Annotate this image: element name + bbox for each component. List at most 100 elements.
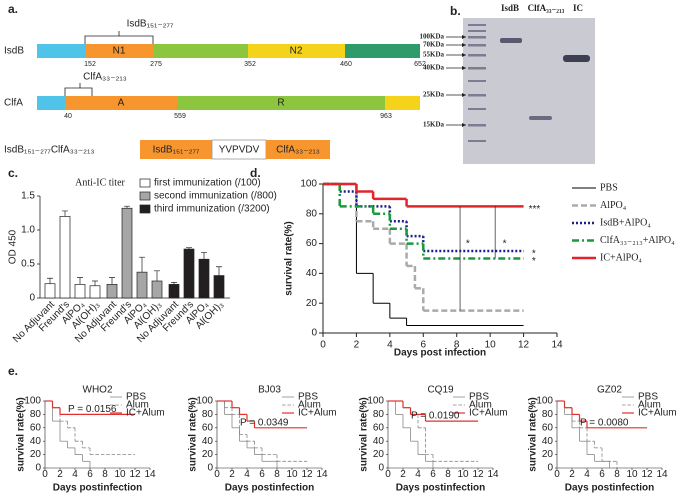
gel-background: [463, 18, 595, 164]
x-tick-label: 10: [626, 469, 638, 480]
x-tick-label: 10: [286, 469, 298, 480]
chart-title: GZ02: [597, 385, 622, 396]
bar: [198, 258, 210, 299]
y-tick-label: 1.0: [21, 225, 35, 236]
x-tick-label: 14: [316, 469, 328, 480]
legend-swatch: [139, 191, 151, 201]
ladder-band: [468, 54, 486, 57]
x-tick-label: 12: [641, 469, 653, 480]
marker-label: 40KDa: [423, 64, 445, 72]
error-bar: [77, 277, 83, 285]
legend-label: AlPO₄: [600, 200, 627, 211]
gel: IsdB ClfA₃₃₋₂₁₃ IC 100KDa 70KDa 55KDa 40…: [420, 3, 595, 164]
y-tick-label: 60: [202, 422, 214, 433]
y-tick-label: 20: [542, 449, 554, 460]
x-axis-label: Days postinfection: [53, 483, 142, 494]
lane-label: IsdB: [501, 3, 519, 13]
x-tick-label: 8: [614, 469, 620, 480]
error-bar: [124, 205, 130, 209]
y-tick-label: 60: [30, 422, 42, 433]
panel-label: b.: [450, 4, 461, 18]
x-axis-label: Days postinfection: [565, 483, 654, 494]
chart-title: WHO2: [83, 385, 113, 396]
bar: [121, 207, 133, 299]
chart-title: BJ03: [258, 385, 281, 396]
segment: [153, 44, 248, 58]
legend-label: PBS: [638, 392, 658, 403]
x-tick-label: 12: [301, 469, 313, 480]
ladder-band: [468, 80, 486, 82]
ladder-band: [468, 30, 486, 32]
y-axis-label: survival rate(%): [359, 397, 370, 471]
position: 352: [244, 61, 256, 68]
legend-label: Alum: [469, 400, 492, 411]
bar: [151, 280, 163, 299]
y-tick-label: 0: [35, 463, 41, 474]
y-tick-label: 0.5: [21, 259, 35, 270]
error-bar: [109, 277, 115, 285]
x-tick-label: 8: [445, 469, 451, 480]
marker-label: 55KDa: [423, 51, 445, 59]
p-value: P = 0.0080: [580, 417, 629, 428]
legend-label: IC+Alum: [298, 408, 337, 419]
legend-label: PBS: [600, 182, 618, 193]
x-tick-label: 2: [569, 469, 575, 480]
y-tick-label: 40: [202, 436, 214, 447]
error-bar: [201, 252, 207, 260]
error-bar: [171, 282, 177, 285]
x-tick-label: 14: [487, 469, 499, 480]
fragment-label: IsdB₁₅₁₋₂₇₇: [127, 19, 174, 30]
y-tick-label: 20: [306, 298, 318, 309]
protein-clfa: ClfA A R 40 559 963 ClfA₃₃₋₂₁₃: [4, 72, 420, 120]
p-value: P = 0.0349: [240, 417, 289, 428]
fusion-part: [140, 140, 212, 159]
x-tick-label: 6: [87, 469, 93, 480]
y-tick-label: 40: [373, 436, 385, 447]
y-tick-label: 100: [367, 396, 384, 407]
position: 460: [340, 61, 352, 68]
position: 275: [150, 61, 162, 68]
marker-label: 70KDa: [423, 41, 445, 49]
panel-label: a.: [8, 2, 18, 16]
y-axis-label: survival rate(%): [528, 397, 539, 471]
x-axis-label: Days postinfection: [396, 483, 485, 494]
band: [500, 38, 522, 43]
segment: [37, 96, 65, 110]
x-tick-label: 6: [599, 469, 605, 480]
band: [529, 116, 552, 120]
ladder-band: [468, 44, 486, 47]
x-tick-label: 0: [385, 469, 391, 480]
segment: [248, 44, 345, 58]
error-bar: [186, 247, 192, 250]
x-axis-label: Days postinfection: [225, 483, 314, 494]
x-tick-label: 4: [584, 469, 590, 480]
bar: [59, 216, 71, 299]
fragment-label: ClfA₃₃₋₂₁₃: [83, 72, 127, 83]
y-tick-label: 100: [24, 396, 41, 407]
band: [563, 55, 590, 62]
lane-label: ClfA₃₃₋₂₁₃: [528, 3, 565, 13]
position: 40: [64, 113, 72, 120]
x-tick-label: 4: [387, 340, 393, 351]
y-tick-label: 100: [300, 179, 317, 190]
bracket: [64, 83, 93, 96]
p-value: P = 0.0190: [411, 411, 460, 422]
ladder-band: [468, 67, 486, 70]
legend-label: first immunization (/100): [154, 178, 261, 189]
bar: [183, 248, 195, 299]
position: 559: [174, 113, 186, 120]
fusion-part-label: ClfA₃₃₋₂₁₃: [276, 145, 320, 156]
legend-label: third immunization (/3200): [154, 204, 270, 215]
x-tick-label: 0: [554, 469, 560, 480]
bracket: [84, 31, 154, 44]
p-value: P = 0.0156: [68, 404, 117, 415]
chart-title: Anti-IC titer: [75, 177, 125, 188]
lane-label: IC: [573, 3, 583, 13]
legend-swatch: [139, 204, 151, 214]
y-tick-label: 20: [30, 449, 42, 460]
x-tick-label: 0: [214, 469, 220, 480]
legend-label: Alum: [638, 400, 661, 411]
panel-label: e.: [8, 364, 18, 378]
legend-label: Alum: [126, 400, 149, 411]
x-axis-label: Days post infection: [394, 348, 486, 359]
